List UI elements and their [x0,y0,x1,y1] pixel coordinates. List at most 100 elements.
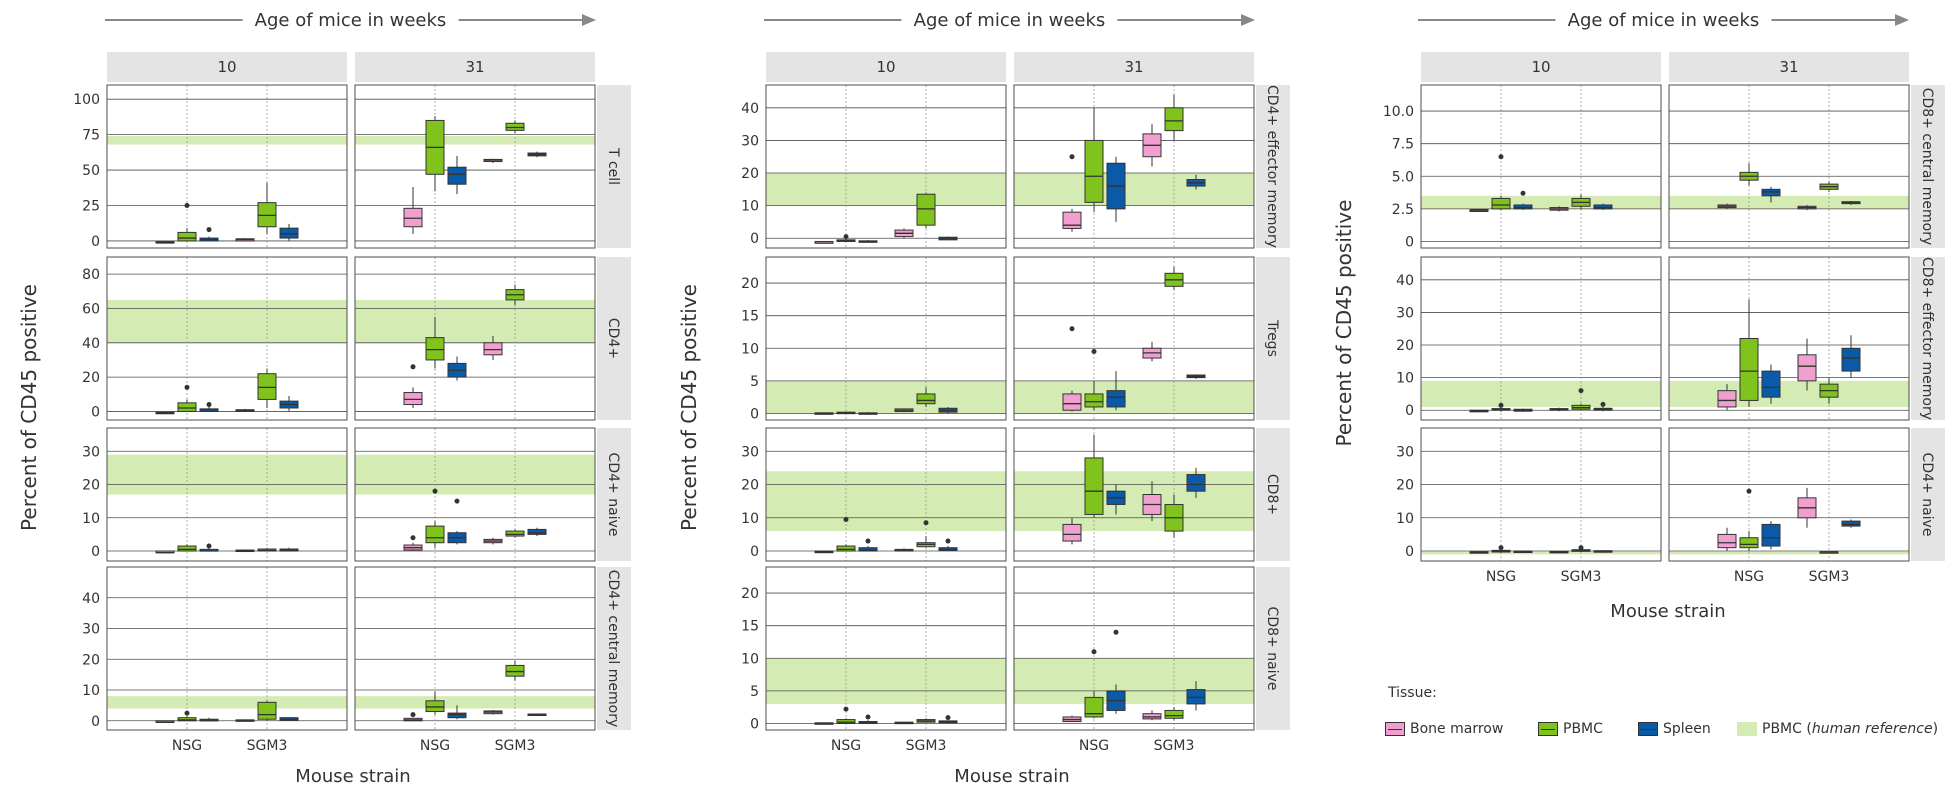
row-strip-label-right-cd4-naive: CD4+ naive [1919,453,1935,537]
x-tick-label-middle-10-nsg: NSG [831,738,861,754]
y-tick-label-left-cd4-central-memory-2: 20 [82,652,100,668]
y-tick-label-right-cd4-naive-0: 0 [1405,544,1414,560]
column-strip-left-31 [355,52,595,82]
box-middle-tregs-10-sgm3-pbmc [916,393,936,405]
x-tick-label-right-10-sgm3: SGM3 [1561,569,1602,585]
box-right-cd8-central-memory-10-sgm3-spleen [1593,204,1613,210]
y-tick-label-left-cd4-central-memory-4: 40 [82,591,100,607]
reference-band-left-cd4-central-memory-10 [107,696,347,709]
box-left-cd4-31-nsg-pbmc [425,337,445,361]
y-tick-label-right-cd8-central-memory-1: 2.5 [1392,202,1414,218]
panel-border-left-cd4-31 [354,256,596,421]
row-strip-label-left-cd4-central-memory: CD4+ central memory [605,570,621,728]
legend-title: Tissue: [1388,685,1437,701]
box-right-cd8-effector-memory-31-nsg-pbmc [1739,338,1759,401]
box-left-cd4-naive-31-nsg-pbmc [425,525,445,544]
y-tick-label-left-t-cell-2: 50 [82,163,100,179]
y-tick-label-left-cd4-naive-2: 20 [82,478,100,494]
column-strip-right-31 [1669,52,1909,82]
box-left-cd4-10-nsg-pbmc [177,402,197,412]
box-left-cd4-naive-31-sgm3-spleen [527,528,547,535]
x-tick-label-right-31-sgm3: SGM3 [1809,569,1850,585]
row-strip-right-cd8-effector-memory [1911,257,1945,420]
box-left-cd4-naive-31-nsg-spleen-outlier-0 [454,498,460,504]
box-left-cd4-naive-31-nsg-bone-marrow-outlier-0 [410,535,416,541]
box-middle-cd8-naive-31-sgm3-bone-marrow [1142,713,1162,720]
reference-band-middle-cd4-effector-memory-10 [766,173,1006,206]
box-middle-cd8-naive-31-sgm3-pbmc [1164,709,1184,719]
header-arrowhead-middle [1241,14,1255,26]
y-tick-label-left-cd4-central-memory-1: 10 [82,683,100,699]
row-strip-middle-cd4-effector-memory [1256,85,1290,248]
y-tick-label-right-cd8-central-memory-0: 0 [1405,234,1414,250]
panel-border-left-cd4-central-memory-10 [106,566,348,731]
reference-band-right-cd8-central-memory-31 [1669,195,1909,209]
y-axis-title-right: Percent of CD45 positive [1332,200,1356,447]
row-strip-label-right-cd8-central-memory: CD8+ central memory [1919,88,1935,246]
box-right-cd8-central-memory-10-nsg-spleen [1513,204,1533,210]
box-middle-cd8-naive-31-nsg-pbmc [1084,696,1104,718]
panel-border-right-cd4-naive-31 [1668,427,1910,562]
reference-band-middle-tregs-31 [1014,380,1254,414]
box-left-t-cell-10-sgm3-pbmc [257,202,277,228]
legend-item-pbmc: PBMC [1538,721,1603,737]
panel-border-middle-cd4-effector-memory-31 [1013,84,1255,249]
reference-band-left-cd4-central-memory-31 [355,696,595,709]
y-tick-label-middle-tregs-1: 5 [750,374,759,390]
row-strip-left-cd4-naive [597,428,631,561]
x-tick-label-left-10-nsg: NSG [172,738,202,754]
y-tick-label-left-cd4-central-memory-3: 30 [82,622,100,638]
y-tick-label-right-cd4-naive-3: 30 [1396,444,1414,460]
box-middle-cd8-10-nsg-pbmc-outlier-0 [843,516,849,522]
box-middle-cd8-10-sgm3-pbmc-outlier-0 [923,520,929,526]
legend-key-reference [1737,722,1757,736]
header-arrowhead-left [582,14,596,26]
row-strip-label-middle-cd4-effector-memory: CD4+ effector memory [1264,85,1280,248]
box-right-cd8-central-memory-10-nsg-pbmc-outlier-0 [1498,154,1504,160]
reference-band-left-t-cell-31 [355,136,595,145]
box-middle-cd8-31-nsg-bone-marrow [1062,523,1082,542]
row-strip-label-middle-tregs: Tregs [1264,319,1280,357]
legend-label-reference-prefix: PBMC ( [1762,721,1812,737]
column-strip-label-left-31: 31 [465,58,484,76]
reference-band-right-cd4-naive-10 [1421,551,1661,555]
x-axis-title-right: Mouse strain [1610,601,1725,622]
y-tick-label-middle-cd8-0: 0 [750,544,759,560]
box-right-cd8-effector-memory-10-sgm3-pbmc-outlier-0 [1578,388,1584,394]
panel-border-left-t-cell-10 [106,84,348,249]
column-strip-label-left-10: 10 [217,58,236,76]
panel-border-left-cd4-10 [106,256,348,421]
row-strip-label-middle-cd8-naive: CD8+ naive [1264,607,1280,691]
reference-band-left-t-cell-10 [107,136,347,145]
y-tick-label-right-cd8-effector-memory-1: 10 [1396,371,1414,387]
box-left-cd4-central-memory-31-nsg-spleen [447,712,467,719]
box-middle-cd4-effector-memory-31-nsg-pbmc [1084,139,1104,203]
row-strip-label-middle-cd8: CD8+ [1264,474,1280,515]
box-right-cd4-naive-31-nsg-pbmc-outlier-0 [1746,488,1752,494]
legend-item-spleen: Spleen [1638,721,1711,737]
y-tick-label-middle-cd8-naive-3: 15 [741,619,759,635]
column-strip-label-middle-31: 31 [1124,58,1143,76]
reference-band-middle-tregs-10 [766,380,1006,414]
y-tick-label-left-cd4-central-memory-0: 0 [91,714,100,730]
panel-border-middle-tregs-10 [765,256,1007,421]
box-left-cd4-naive-31-sgm3-pbmc [505,530,525,537]
panel-border-left-cd4-central-memory-31 [354,566,596,731]
box-left-t-cell-10-nsg-pbmc-outlier-0 [184,202,190,208]
reference-band-right-cd8-central-memory-10 [1421,195,1661,209]
box-middle-cd8-10-sgm3-spleen-outlier-0 [945,538,951,544]
reference-band-middle-cd4-effector-memory-31 [1014,173,1254,206]
y-tick-label-middle-tregs-4: 20 [741,276,759,292]
reference-band-middle-cd8-10 [766,471,1006,532]
y-tick-label-middle-cd4-effector-memory-3: 30 [741,133,759,149]
x-tick-label-middle-31-sgm3: SGM3 [1154,738,1195,754]
y-tick-label-middle-cd4-effector-memory-0: 0 [750,231,759,247]
box-left-t-cell-31-nsg-spleen [447,166,467,185]
y-tick-label-middle-cd8-3: 30 [741,444,759,460]
box-left-cd4-31-nsg-bone-marrow-outlier-0 [410,364,416,370]
y-tick-label-right-cd8-effector-memory-4: 40 [1396,273,1414,289]
panel-border-middle-cd8-naive-10 [765,566,1007,731]
box-middle-cd4-effector-memory-31-nsg-bone-marrow [1062,211,1082,229]
box-left-cd4-naive-31-nsg-pbmc-outlier-0 [432,488,438,494]
